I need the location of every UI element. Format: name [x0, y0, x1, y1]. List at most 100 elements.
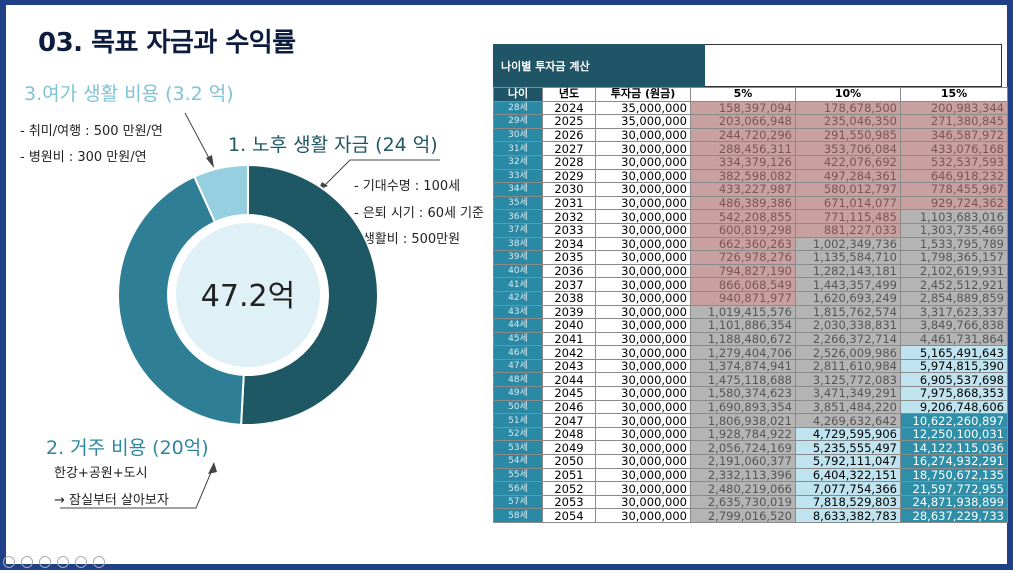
- table-row: 57세 2053 30,000,000 2,635,730,019 7,818,529,…: [493, 494, 1008, 510]
- table-cell: 14,122,115,036: [900, 440, 1008, 456]
- table-cell: 2042: [542, 345, 596, 360]
- table-cell: 7,975,868,353: [900, 386, 1008, 401]
- table-cell: 2037: [542, 277, 596, 292]
- table-cell: 30,000,000: [595, 413, 691, 428]
- table-cell: 39세: [493, 250, 543, 265]
- table-header-5: 15%: [900, 87, 1008, 102]
- table-cell: 30,000,000: [595, 318, 691, 333]
- table-row: 53세 2049 30,000,000 2,056,724,169 5,235,555,…: [493, 440, 1008, 456]
- retire-note-age: - 은퇴 시기 : 60세 기준: [354, 206, 484, 221]
- table-cell: 5,792,111,047: [795, 454, 901, 469]
- table-header-4: 10%: [795, 87, 901, 102]
- table-cell: 55세: [493, 467, 543, 483]
- table-cell: 52세: [493, 426, 543, 442]
- table-row: 56세 2052 30,000,000 2,480,219,066 7,077,754,…: [493, 481, 1008, 496]
- table-cell: 1,815,762,574: [795, 304, 901, 320]
- table-cell: 2027: [542, 141, 596, 156]
- table-cell: 21,597,772,955: [900, 481, 1008, 496]
- table-cell: 30세: [493, 127, 543, 143]
- table-cell: 1,690,893,354: [690, 399, 796, 415]
- table-cell: 18,750,672,135: [900, 467, 1008, 483]
- table-cell: 10,622,260,897: [900, 413, 1008, 428]
- table-cell: 30,000,000: [595, 250, 691, 265]
- table-cell: 2,635,730,019: [690, 494, 796, 510]
- table-row: 36세 2032 30,000,000 542,208,855 771,115,485 1…: [493, 209, 1008, 224]
- table-cell: 235,046,350: [795, 114, 901, 129]
- table-cell: 34세: [493, 182, 543, 197]
- table-cell: 203,066,948: [690, 114, 796, 129]
- slide-title: 03. 목표 자금과 수익률: [38, 28, 296, 58]
- table-row: 34세 2030 30,000,000 433,227,987 580,012,797 7…: [493, 182, 1008, 197]
- table-cell: 271,380,845: [900, 114, 1008, 129]
- table-cell: 580,012,797: [795, 182, 901, 197]
- table-cell: 542,208,855: [690, 209, 796, 224]
- table-cell: 43세: [493, 304, 543, 320]
- table-cell: 31세: [493, 141, 543, 156]
- zoom-icon[interactable]: [75, 556, 87, 568]
- table-row: 30세 2026 30,000,000 244,720,296 291,550,985 3…: [493, 127, 1008, 143]
- table-cell: 6,404,322,151: [795, 467, 901, 483]
- table-cell: 288,456,311: [690, 141, 796, 156]
- table-row: 35세 2031 30,000,000 486,389,386 671,014,077 9…: [493, 195, 1008, 211]
- more-icon[interactable]: [93, 556, 105, 568]
- table-cell: 42세: [493, 290, 543, 306]
- table-cell: 2041: [542, 331, 596, 347]
- table-cell: 45세: [493, 331, 543, 347]
- table-cell: 2036: [542, 263, 596, 279]
- table-cell: 1,303,735,469: [900, 222, 1008, 238]
- table-cell: 497,284,361: [795, 168, 901, 184]
- table-row: 58세 2054 30,000,000 2,799,016,520 8,633,382,…: [493, 508, 1008, 523]
- table-cell: 2046: [542, 399, 596, 415]
- table-cell: 244,720,296: [690, 127, 796, 143]
- table-cell: 2,191,060,377: [690, 454, 796, 469]
- table-cell: 30,000,000: [595, 236, 691, 252]
- table-cell: 1,103,683,016: [900, 209, 1008, 224]
- table-cell: 48세: [493, 372, 543, 388]
- table-cell: 30,000,000: [595, 399, 691, 415]
- grid-icon[interactable]: [57, 556, 69, 568]
- pen-icon[interactable]: [39, 556, 51, 568]
- table-cell: 346,587,972: [900, 127, 1008, 143]
- table-row: 29세 2025 35,000,000 203,066,948 235,046,350 2…: [493, 114, 1008, 129]
- retire-note-lifespan: - 기대수명 : 100세: [354, 179, 461, 194]
- table-cell: 38세: [493, 236, 543, 252]
- table-cell: 200,983,344: [900, 100, 1008, 116]
- table-cell: 35세: [493, 195, 543, 211]
- table-cell: 30,000,000: [595, 454, 691, 469]
- table-cell: 32세: [493, 154, 543, 170]
- table-cell: 30,000,000: [595, 331, 691, 347]
- table-cell: 30,000,000: [595, 277, 691, 292]
- table-row: 49세 2045 30,000,000 1,580,374,623 3,471,349,…: [493, 386, 1008, 401]
- table-cell: 1,580,374,623: [690, 386, 796, 401]
- table-cell: 30,000,000: [595, 154, 691, 170]
- table-cell: 5,235,555,497: [795, 440, 901, 456]
- table-cell: 51세: [493, 413, 543, 428]
- table-cell: 30,000,000: [595, 426, 691, 442]
- table-cell: 2034: [542, 236, 596, 252]
- prev-icon[interactable]: [3, 556, 15, 568]
- table-cell: 28세: [493, 100, 543, 116]
- table-cell: 2043: [542, 358, 596, 374]
- housing-leader-line: [60, 469, 213, 509]
- table-cell: 2,452,512,921: [900, 277, 1008, 292]
- table-cell: 40세: [493, 263, 543, 279]
- table-cell: 35,000,000: [595, 100, 691, 116]
- table-cell: 433,076,168: [900, 141, 1008, 156]
- table-row: 32세 2028 30,000,000 334,379,126 422,076,692 5…: [493, 154, 1008, 170]
- table-cell: 9,206,748,606: [900, 399, 1008, 415]
- table-cell: 422,076,692: [795, 154, 901, 170]
- table-cell: 671,014,077: [795, 195, 901, 211]
- table-row: 31세 2027 30,000,000 288,456,311 353,706,084 4…: [493, 141, 1008, 156]
- table-cell: 3,851,484,220: [795, 399, 901, 415]
- table-cell: 58세: [493, 508, 543, 523]
- table-row: 40세 2036 30,000,000 794,827,190 1,282,143,18…: [493, 263, 1008, 279]
- table-cell: 30,000,000: [595, 127, 691, 143]
- table-cell: 2,332,113,396: [690, 467, 796, 483]
- table-row: 47세 2043 30,000,000 1,374,874,941 2,811,610,…: [493, 358, 1008, 374]
- next-icon[interactable]: [21, 556, 33, 568]
- investment-table: 나이 년도 투자금 (원금) 5% 10% 15% 28세 2024 35,000,000 15…: [493, 87, 1008, 523]
- table-row: 38세 2034 30,000,000 662,360,263 1,002,349,73…: [493, 236, 1008, 252]
- slide-controls[interactable]: [0, 554, 180, 568]
- table-cell: 29세: [493, 114, 543, 129]
- table-cell: 5,974,815,390: [900, 358, 1008, 374]
